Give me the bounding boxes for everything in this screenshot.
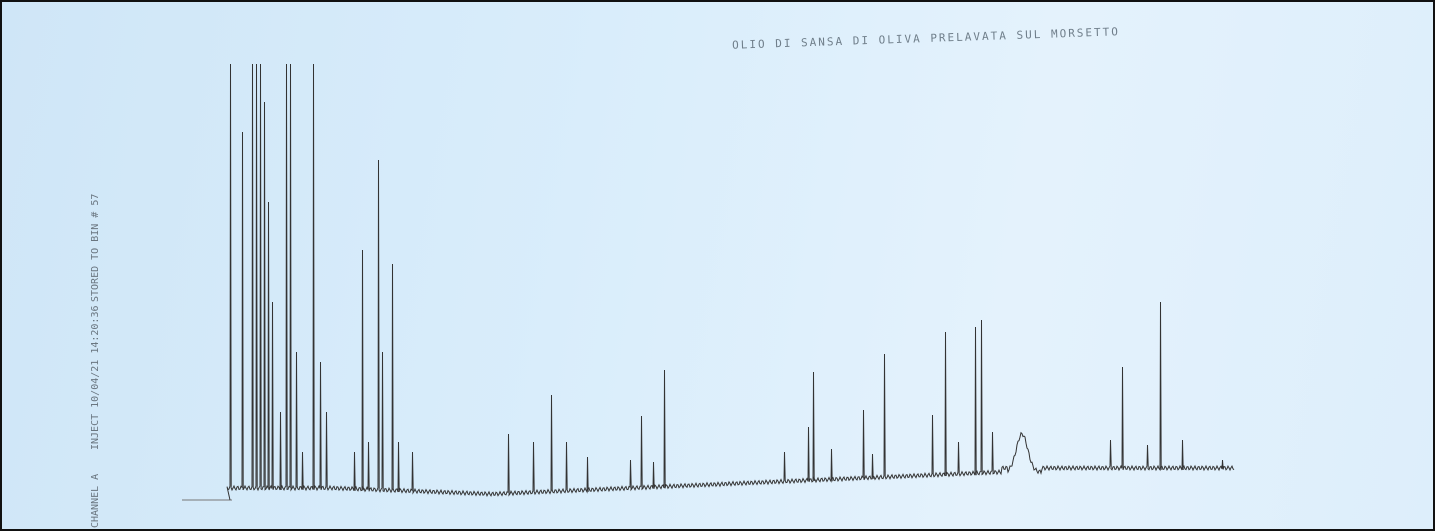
- chromatogram-trace: [226, 63, 1235, 501]
